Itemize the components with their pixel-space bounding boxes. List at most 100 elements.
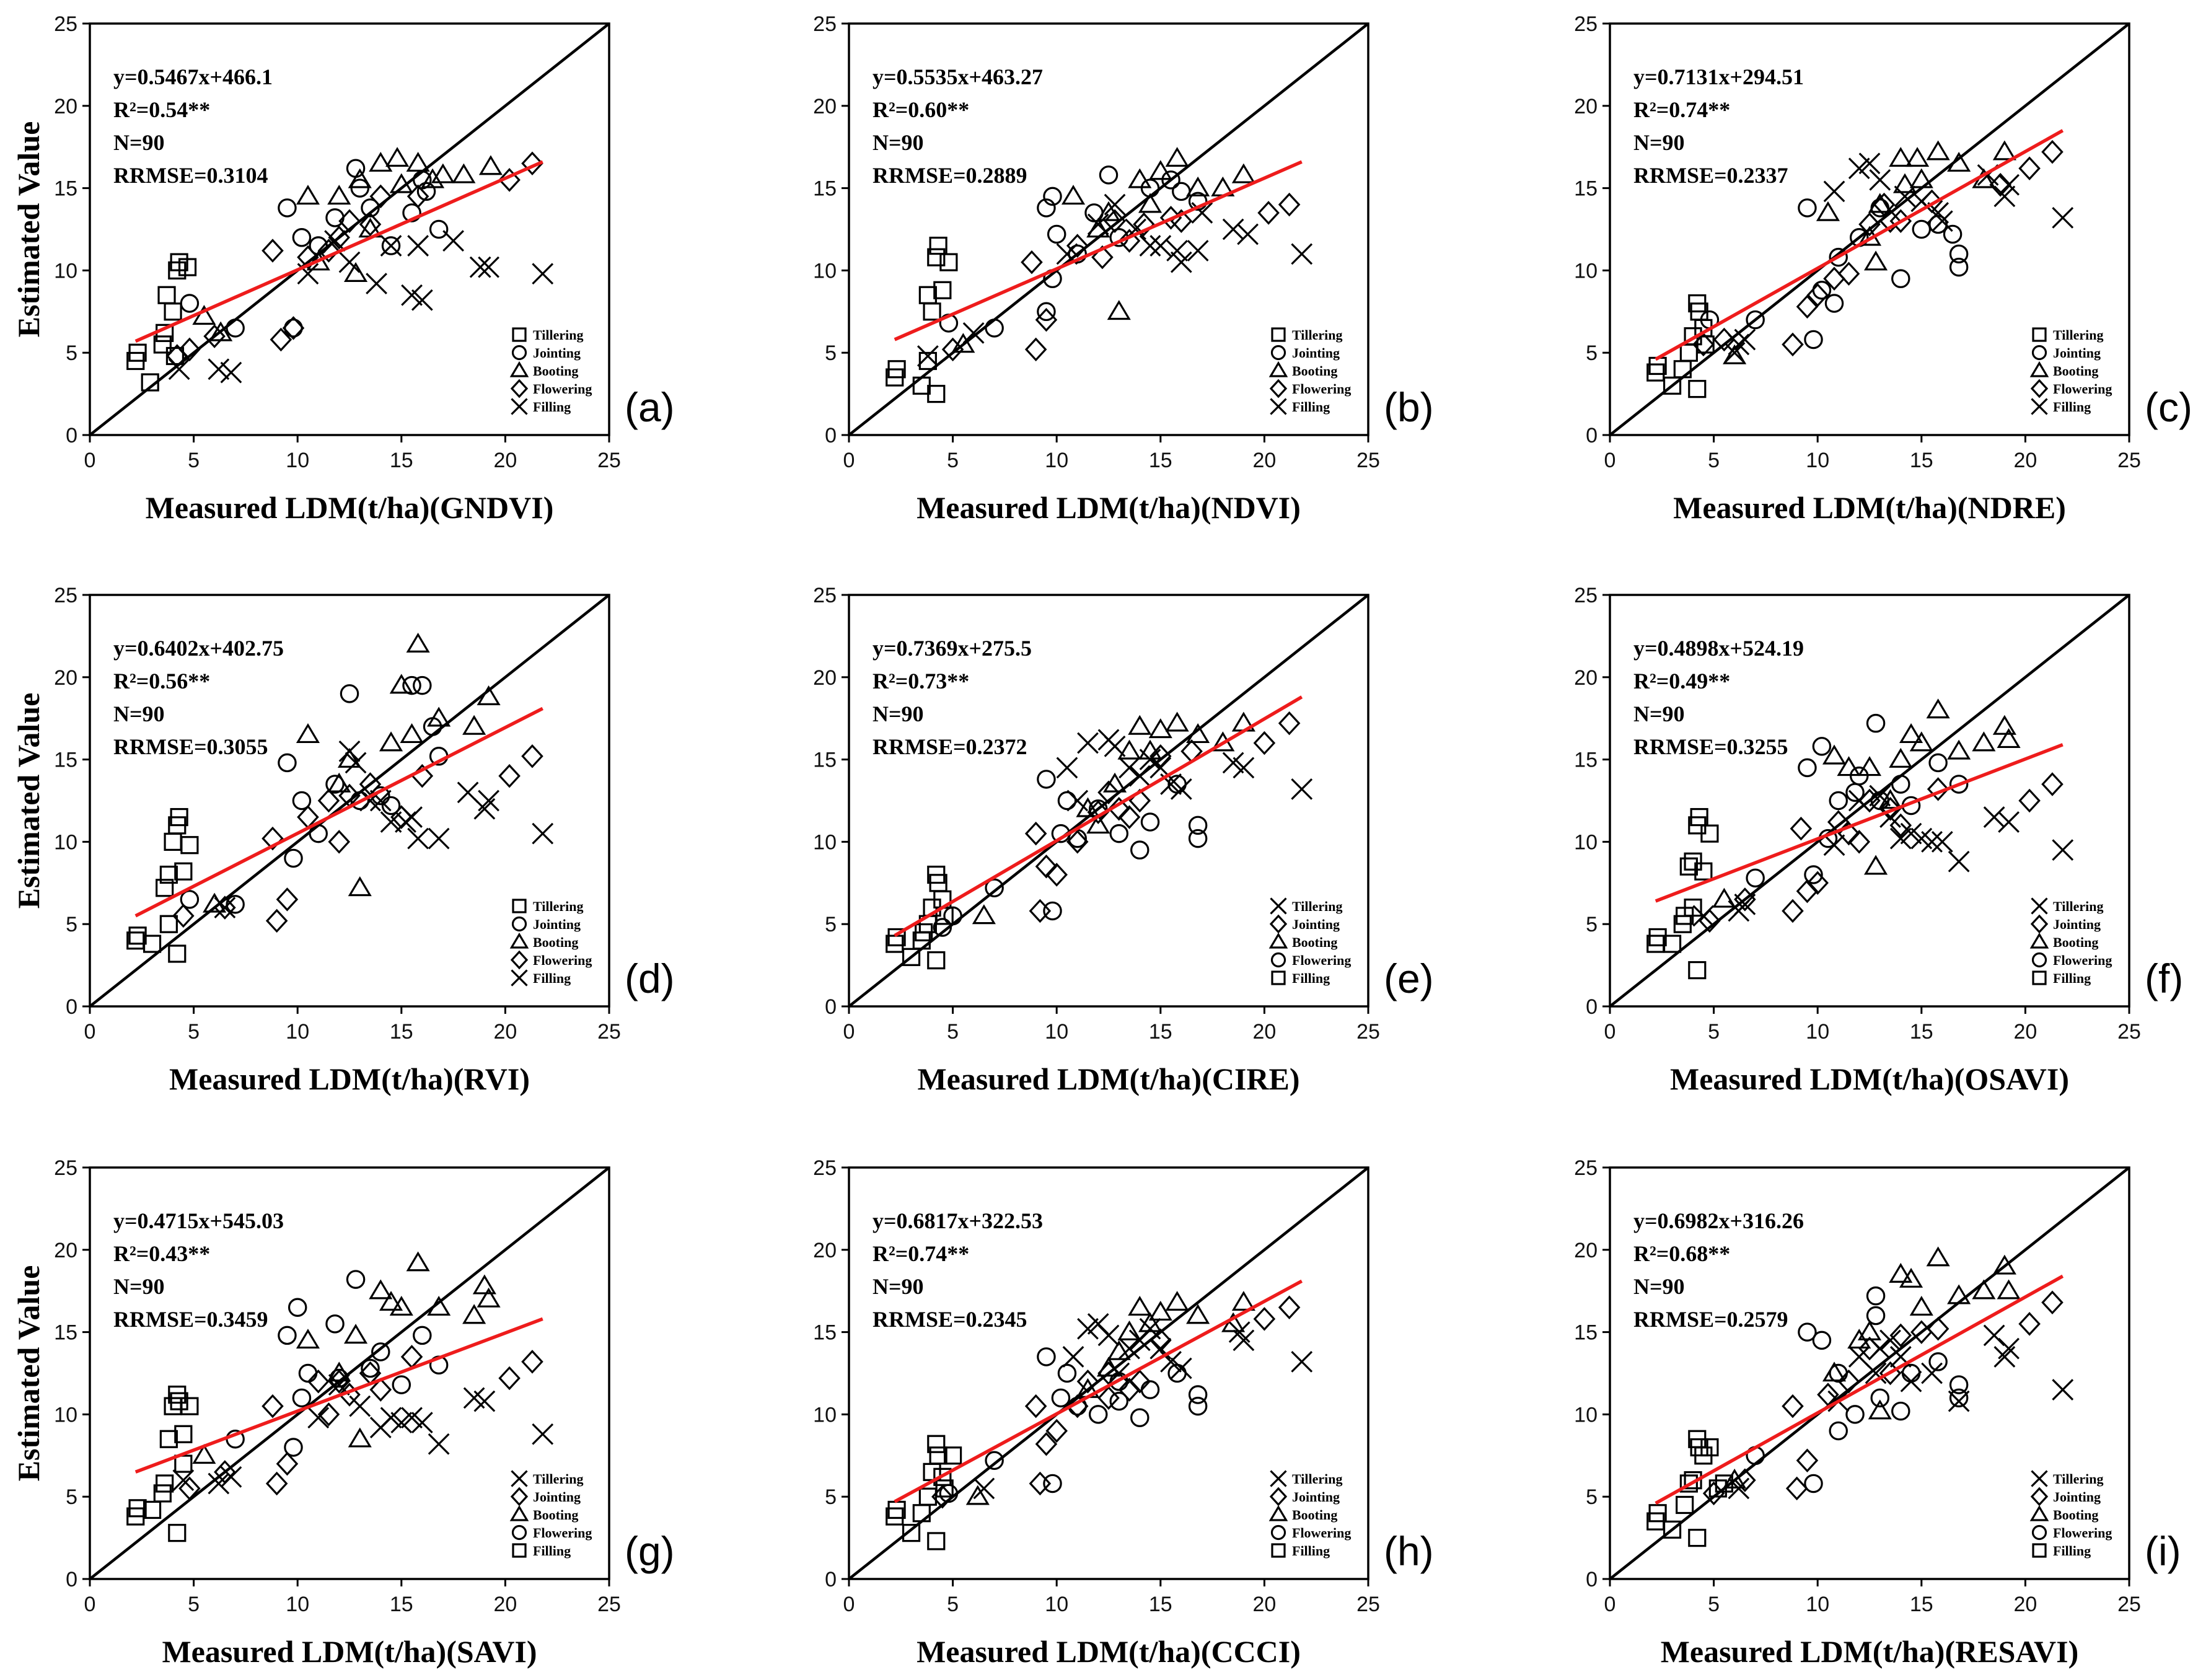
data-point-filling [168,358,190,380]
y-tick-label: 0 [66,995,77,1019]
data-point-flowering [1109,1372,1129,1391]
legend-marker [511,345,527,361]
one-to-one-line [1609,594,2130,1008]
regression-annotation: y=0.7131x+294.51 [1633,64,1804,89]
data-point-booting [965,1485,990,1505]
data-point-tillering [918,351,937,371]
data-point-tillering [390,1412,413,1434]
data-point-jointing [284,319,303,338]
y-tick-label: 25 [813,584,837,607]
legend-label: Filling [2053,399,2091,415]
regression-annotation: R²=0.54** [113,97,210,122]
data-point-flowering [1140,1380,1160,1399]
data-point-flowering [1873,192,1896,217]
y-tick-label: 5 [1586,913,1598,936]
data-point-filling [1708,1479,1727,1498]
panel-label: (d) [625,956,675,1001]
data-point-jointing [361,198,380,218]
plot-frame [89,594,610,1008]
x-axis-title: Measured LDM(t/ha)(SAVI) [162,1634,537,1669]
x-tick-label: 20 [493,449,517,472]
x-tick-label: 15 [1910,449,1933,472]
data-point-filling [214,897,236,919]
data-point-booting [1857,756,1882,776]
data-point-booting [1997,1279,2021,1300]
data-point-flowering [1140,812,1160,832]
y-tick-label: 10 [1574,830,1598,854]
data-point-filling [170,1392,188,1410]
data-point-booting [427,1296,451,1316]
data-point-flowering [328,830,351,854]
x-tick-label: 0 [84,1593,96,1616]
data-point-filling [1690,807,1708,827]
data-point-flowering [1870,791,1890,811]
data-point-jointing [278,753,297,773]
x-tick-label: 5 [947,1020,959,1044]
regression-annotation: N=90 [1633,1274,1685,1299]
data-point-booting [369,152,393,172]
data-point-tillering [164,832,182,851]
regression-annotation: R²=0.43** [113,1241,210,1266]
data-point-filling [366,273,387,295]
data-point-flowering [278,1326,297,1345]
data-point-booting [1863,855,1888,875]
data-point-booting [1117,739,1141,760]
legend-marker [1269,914,1288,934]
data-point-tillering [380,1407,402,1429]
data-point-booting [1997,728,2021,749]
data-point-filling [1931,210,1953,232]
x-tick-label: 5 [947,449,959,472]
x-tick-label: 25 [2117,1020,2141,1044]
data-point-jointing [1278,711,1301,736]
regression-annotation: R²=0.74** [873,1241,969,1266]
data-point-filling [164,1397,182,1415]
x-tick-label: 15 [1149,1593,1172,1616]
data-point-booting [1165,711,1189,732]
data-point-flowering [521,744,543,768]
data-point-jointing [1253,1307,1276,1331]
data-point-filling [1823,180,1845,203]
legend-marker [2031,1470,2048,1487]
data-point-jointing [1253,731,1276,755]
legend-label: Booting [533,935,578,950]
data-point-jointing [1927,777,1949,801]
data-point-booting [1128,1296,1152,1316]
data-point-booting [1878,789,1902,809]
data-point-jointing [1099,165,1119,185]
data-point-flowering [1133,212,1155,237]
legend-label: Tillering [2053,327,2104,343]
legend-marker [1270,952,1286,968]
one-to-one-line [848,594,1369,1008]
data-point-filling [478,789,499,812]
data-point-filling [180,1397,199,1415]
data-point-flowering [498,763,521,788]
data-point-tillering [1170,1357,1192,1379]
data-point-jointing [1889,1323,1912,1348]
data-point-flowering [214,895,236,920]
data-point-jointing [1790,816,1813,841]
data-point-filling [1104,193,1126,216]
data-point-flowering [284,1438,303,1457]
data-point-flowering [1879,209,1902,233]
x-tick-label: 0 [1604,1593,1616,1616]
data-point-jointing [2041,1290,2064,1315]
data-point-jointing [1848,830,1871,854]
data-point-jointing [1128,1370,1151,1394]
data-point-jointing [1045,863,1068,887]
regression-fit-line [894,1279,1303,1503]
legend-label: Jointing [2053,345,2101,361]
data-point-tillering [1983,806,2005,828]
data-point-filling [407,827,429,850]
data-point-tillering [1931,831,1953,853]
one-to-one-line [848,1166,1369,1580]
y-tick-label: 0 [1586,424,1598,447]
y-tick-label: 25 [54,584,77,607]
x-tick-label: 10 [1045,1020,1068,1044]
data-point-booting [343,1324,368,1344]
legend-marker [1269,379,1288,398]
data-point-jointing [1734,887,1756,912]
data-point-tillering [307,1407,330,1429]
data-point-tillering [164,302,182,321]
data-point-tillering [1889,827,1912,850]
